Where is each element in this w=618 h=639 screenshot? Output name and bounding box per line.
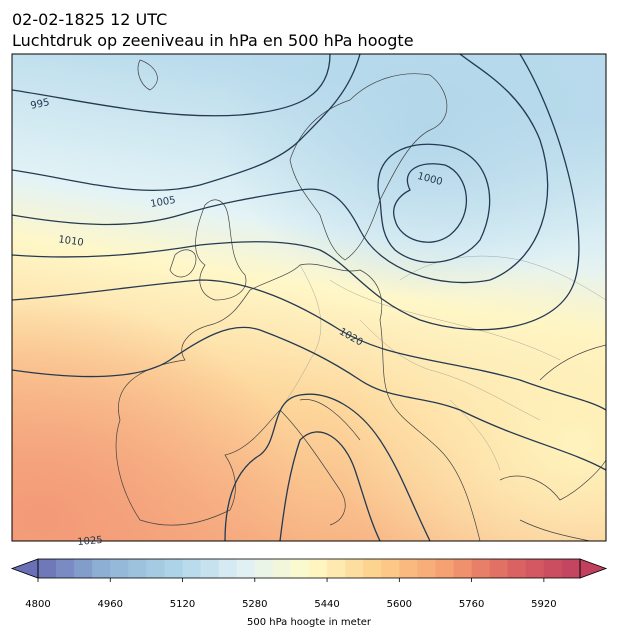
contour-label: 1005: [150, 195, 177, 210]
colorbar-segment: [200, 559, 220, 578]
colorbar-tick-label: 4800: [25, 599, 50, 610]
colorbar-tick-label: 4960: [98, 599, 123, 610]
colorbar-segment: [561, 559, 581, 578]
contour-label: 1010: [58, 234, 85, 248]
colorbar-tick-label: 5760: [459, 599, 484, 610]
contour-label: 1025: [77, 535, 103, 548]
colorbar-segment: [272, 559, 292, 578]
colorbar-segment: [218, 559, 238, 578]
colorbar-extend-low: [10, 558, 39, 579]
map-frame: [11, 53, 607, 542]
colorbar-segment: [290, 559, 310, 578]
colorbar-segment: [254, 559, 274, 578]
colorbar-segment: [92, 559, 111, 578]
colorbar-segment: [363, 559, 382, 578]
colorbar-segment: [128, 559, 147, 578]
map: [12, 54, 606, 541]
colorbar-tick-label: 5120: [170, 599, 195, 610]
colorbar-segment: [525, 559, 545, 578]
colorbar-tick-label: 5600: [387, 599, 412, 610]
colorbar-segment: [543, 559, 563, 578]
colorbar-segment: [74, 559, 93, 578]
isobars: [12, 54, 606, 541]
colorbar-tick-label: 5280: [242, 599, 267, 610]
colorbar-segment: [56, 559, 75, 578]
colorbar: 4800 4960 5120 5280 5440 5600 5760 5920: [10, 558, 608, 610]
colorbar-segment: [417, 559, 436, 578]
colorbar-frame: [37, 558, 581, 579]
colorbar-segment: [182, 559, 202, 578]
colorbar-segment: [38, 559, 57, 578]
title: 02-02-1825 12 UTC: [12, 10, 167, 29]
colorbar-segment: [345, 559, 364, 578]
colorbar-tick-label: 5920: [531, 599, 556, 610]
colorbar-tick-label: 5440: [314, 599, 339, 610]
borders: [279, 255, 606, 471]
colorbar-segment: [110, 559, 129, 578]
colorbar-segment: [327, 559, 346, 578]
subtitle: Luchtdruk op zeeniveau in hPa en 500 hPa…: [12, 31, 414, 50]
colorbar-segment: [309, 559, 328, 578]
colorbar-label: 500 hPa hoogte in meter: [247, 617, 372, 628]
map-shade: [12, 54, 606, 541]
colorbar-segment: [471, 559, 491, 578]
colorbar-segment: [236, 559, 256, 578]
colorbar-segment: [507, 559, 527, 578]
colorbar-segment: [435, 559, 455, 578]
colorbar-segment: [164, 559, 184, 578]
colorbar-extend-high: [579, 558, 608, 579]
colorbar-segment: [146, 559, 165, 578]
contour-label: 995: [30, 97, 51, 112]
colorbar-segment: [381, 559, 400, 578]
colorbar-segment: [453, 559, 473, 578]
coastlines: [115, 59, 606, 541]
colorbar-segment: [399, 559, 418, 578]
colorbar-segment: [489, 559, 509, 578]
